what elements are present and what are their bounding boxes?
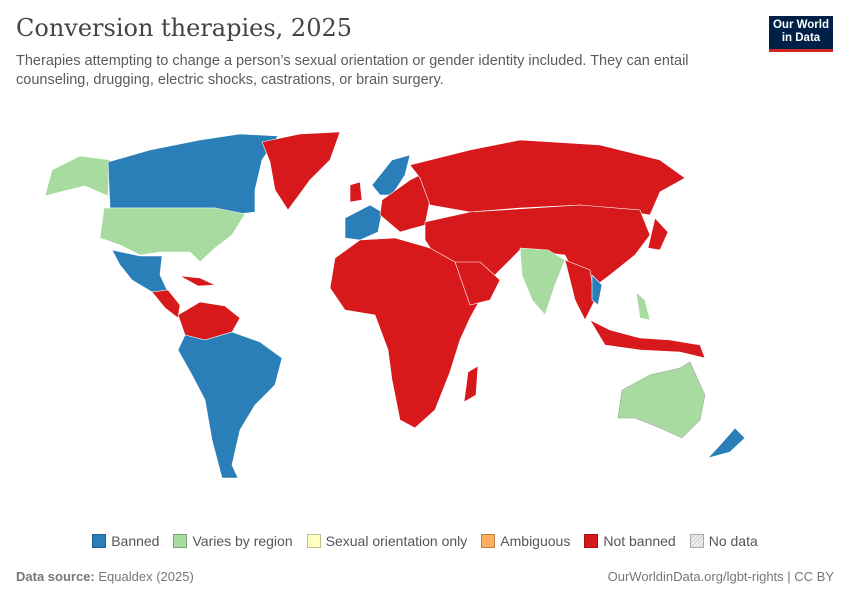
source-text: Equaldex (2025): [98, 569, 194, 584]
legend-label: Varies by region: [192, 533, 293, 549]
region-greenland[interactable]: [261, 131, 341, 211]
region-japan[interactable]: [647, 217, 669, 251]
legend-item-varies[interactable]: Varies by region: [173, 533, 293, 549]
logo-text: Our World in Data: [772, 19, 829, 44]
region-india[interactable]: [519, 247, 566, 316]
legend-label: Sexual orientation only: [325, 533, 468, 549]
source-url[interactable]: OurWorldinData.org/lgbt-rights | CC BY: [607, 569, 834, 584]
region-vietnam[interactable]: [591, 274, 603, 306]
legend-swatch: [689, 534, 704, 548]
region-russia[interactable]: [409, 139, 686, 216]
region-scandinavia[interactable]: [371, 154, 411, 196]
region-australia[interactable]: [617, 361, 706, 439]
legend-swatch: [481, 534, 496, 548]
subtitle: Therapies attempting to change a person’…: [16, 53, 689, 88]
legend-swatch: [306, 534, 321, 548]
region-south-america[interactable]: [177, 331, 283, 479]
region-canada[interactable]: [107, 133, 279, 216]
world-map[interactable]: [0, 120, 850, 490]
region-usa[interactable]: [99, 207, 246, 263]
legend-label: Not banned: [603, 533, 676, 549]
region-madagascar[interactable]: [463, 365, 479, 403]
region-alaska[interactable]: [44, 155, 111, 197]
legend-item-not-banned[interactable]: Not banned: [584, 533, 676, 549]
page-title: Conversion therapies, 2025: [16, 14, 353, 42]
legend-label: Ambiguous: [500, 533, 571, 549]
legend-swatch: [173, 534, 188, 548]
legend-swatch: [92, 534, 107, 548]
legend-item-sexual-orientation-only[interactable]: Sexual orientation only: [306, 533, 468, 549]
region-arabia[interactable]: [454, 261, 501, 306]
legend-item-ambiguous[interactable]: Ambiguous: [481, 533, 570, 549]
region-caribbean[interactable]: [179, 275, 216, 287]
legend-item-no-data[interactable]: No data: [689, 533, 758, 549]
region-new-zealand[interactable]: [707, 427, 746, 459]
legend-label: No data: [708, 533, 758, 549]
legend-swatch: [584, 534, 599, 548]
region-africa[interactable]: [329, 237, 481, 429]
source-label: Data source:: [16, 569, 95, 584]
legend-item-banned[interactable]: Banned: [92, 533, 159, 549]
region-indonesia[interactable]: [589, 319, 706, 359]
region-mexico[interactable]: [111, 249, 169, 293]
region-uk[interactable]: [349, 181, 363, 203]
legend-label: Banned: [111, 533, 160, 549]
region-philippines[interactable]: [635, 291, 651, 321]
region-southeast-asia[interactable]: [564, 259, 596, 321]
data-source: Data source: Equaldex (2025): [16, 569, 194, 584]
region-western-europe[interactable]: [344, 204, 383, 241]
region-central-america[interactable]: [151, 289, 181, 319]
legend: Banned Varies by region Sexual orientati…: [0, 533, 850, 549]
owid-logo[interactable]: Our World in Data: [769, 16, 833, 52]
region-eastern-europe[interactable]: [379, 174, 431, 233]
